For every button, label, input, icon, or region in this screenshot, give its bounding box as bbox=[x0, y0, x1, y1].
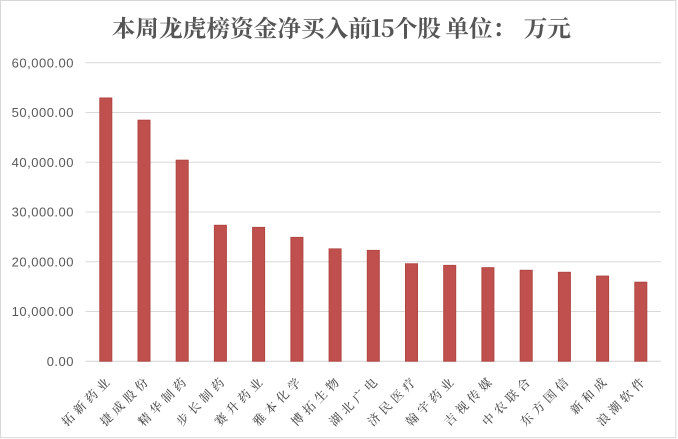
svg-text:20,000.00: 20,000.00 bbox=[12, 254, 74, 269]
svg-text:50,000.00: 50,000.00 bbox=[12, 105, 74, 120]
svg-text:40,000.00: 40,000.00 bbox=[12, 155, 74, 170]
svg-text:30,000.00: 30,000.00 bbox=[12, 205, 74, 220]
svg-text:0.00: 0.00 bbox=[47, 354, 74, 369]
svg-text:10,000.00: 10,000.00 bbox=[12, 304, 74, 319]
svg-text:60,000.00: 60,000.00 bbox=[12, 56, 74, 71]
